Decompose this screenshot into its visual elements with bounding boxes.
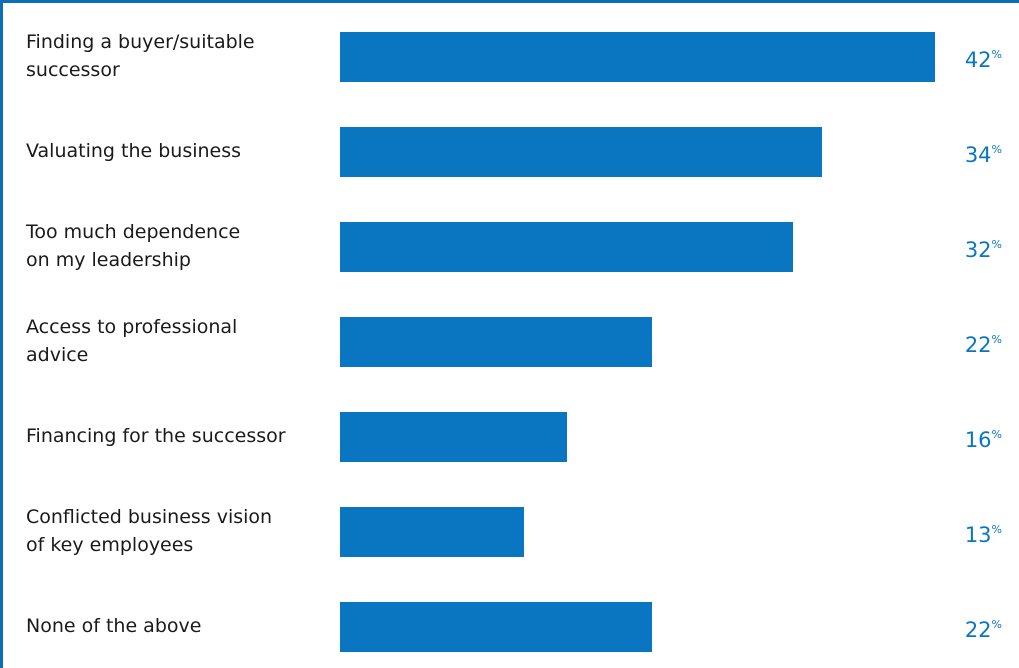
data-value: 42: [964, 48, 992, 72]
percent-sign: %: [991, 618, 1002, 631]
bar: [340, 32, 935, 82]
percent-sign: %: [991, 428, 1002, 441]
percent-sign: %: [991, 48, 1002, 61]
data-label: 34%: [965, 143, 1002, 167]
data-label: 32%: [965, 238, 1002, 262]
data-value: 32: [964, 238, 992, 262]
data-label: 22%: [965, 333, 1002, 357]
percent-sign: %: [991, 143, 1002, 156]
category-label: Access to professional advice: [26, 316, 238, 366]
bar: [340, 222, 793, 272]
bar: [340, 317, 652, 367]
percent-sign: %: [991, 238, 1002, 251]
data-value: 22: [964, 333, 992, 357]
data-value: 34: [964, 143, 992, 167]
bar: [340, 412, 567, 462]
data-value: 13: [964, 523, 992, 547]
category-label: Finding a buyer/suitable successor: [26, 31, 255, 81]
percent-sign: %: [991, 333, 1002, 346]
category-label: Conflicted business vision of key employ…: [26, 506, 273, 556]
data-label: 13%: [965, 523, 1002, 547]
category-label: Financing for the successor: [26, 425, 286, 447]
bar: [340, 602, 652, 652]
data-label: 42%: [965, 48, 1002, 72]
bar: [340, 507, 524, 557]
data-label: 16%: [965, 428, 1002, 452]
data-label: 22%: [965, 618, 1002, 642]
percent-sign: %: [991, 523, 1002, 536]
data-value: 16: [964, 428, 992, 452]
category-label: Too much dependence on my leadership: [26, 221, 241, 271]
category-label: Valuating the business: [26, 140, 242, 162]
bar: [340, 127, 822, 177]
category-label: None of the above: [26, 615, 202, 637]
data-value: 22: [964, 618, 992, 642]
